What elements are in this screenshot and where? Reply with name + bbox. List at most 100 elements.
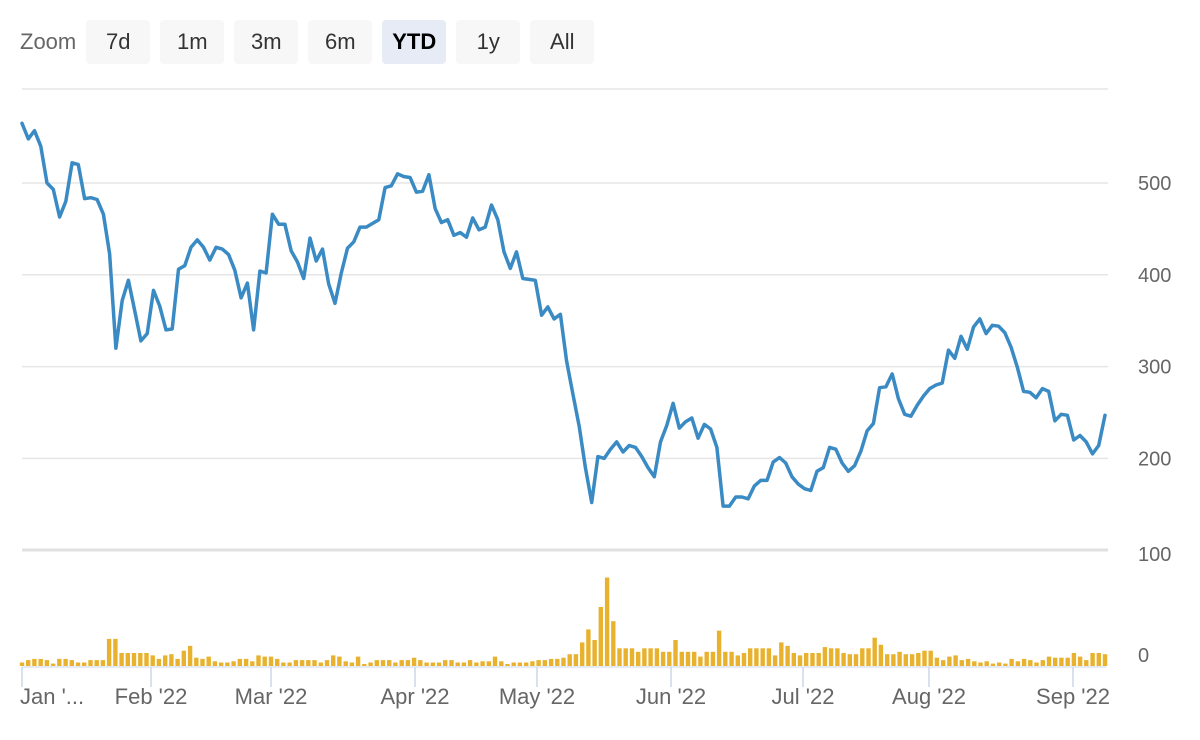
volume-bar[interactable]: [642, 648, 647, 666]
volume-bar[interactable]: [399, 660, 404, 666]
volume-bar[interactable]: [573, 654, 579, 666]
volume-bar[interactable]: [467, 660, 473, 666]
volume-bar[interactable]: [430, 662, 435, 667]
volume-bar[interactable]: [636, 651, 641, 666]
volume-bar[interactable]: [88, 660, 93, 666]
volume-bar[interactable]: [287, 662, 292, 667]
volume-bar[interactable]: [1102, 654, 1108, 666]
volume-bar[interactable]: [922, 650, 927, 666]
volume-bar[interactable]: [1053, 657, 1058, 666]
volume-bar[interactable]: [225, 662, 230, 667]
volume-bar[interactable]: [499, 661, 504, 666]
volume-bar[interactable]: [156, 658, 162, 666]
volume-bar[interactable]: [443, 660, 448, 666]
volume-bar[interactable]: [586, 629, 591, 666]
volume-bar[interactable]: [797, 655, 803, 666]
volume-bar[interactable]: [1046, 656, 1052, 666]
volume-bar[interactable]: [754, 648, 759, 666]
range-button-all[interactable]: All: [530, 20, 595, 64]
volume-bar[interactable]: [138, 653, 143, 666]
volume-bar[interactable]: [355, 656, 361, 666]
volume-bar[interactable]: [324, 660, 330, 666]
volume-bar[interactable]: [119, 653, 124, 666]
volume-bar[interactable]: [474, 662, 479, 667]
volume-bar[interactable]: [144, 653, 149, 666]
volume-bar[interactable]: [1021, 658, 1027, 666]
volume-bar[interactable]: [891, 654, 896, 666]
volume-bar[interactable]: [1028, 660, 1033, 666]
volume-bar[interactable]: [698, 656, 703, 666]
volume-bar[interactable]: [810, 653, 815, 666]
volume-bar[interactable]: [860, 648, 865, 666]
volume-bar[interactable]: [113, 638, 118, 666]
volume-bar[interactable]: [847, 654, 852, 666]
volume-bar[interactable]: [530, 661, 535, 666]
volume-bar[interactable]: [941, 660, 946, 666]
volume-bar[interactable]: [75, 662, 81, 667]
volume-bar[interactable]: [57, 658, 62, 666]
volume-bar-series[interactable]: [19, 577, 1108, 667]
volume-bar[interactable]: [349, 662, 355, 667]
volume-bar[interactable]: [275, 658, 280, 666]
volume-bar[interactable]: [1003, 663, 1008, 666]
volume-bar[interactable]: [517, 662, 523, 667]
volume-bar[interactable]: [648, 648, 653, 666]
volume-bar[interactable]: [853, 654, 859, 666]
volume-bar[interactable]: [629, 648, 635, 666]
volume-bar[interactable]: [82, 662, 87, 667]
volume-bar[interactable]: [212, 661, 218, 666]
volume-bar[interactable]: [393, 662, 398, 667]
volume-bar[interactable]: [194, 657, 199, 666]
volume-bar[interactable]: [38, 658, 43, 666]
volume-bar[interactable]: [548, 658, 554, 666]
volume-bar[interactable]: [187, 645, 193, 666]
range-button-7d[interactable]: 7d: [86, 20, 151, 64]
volume-bar[interactable]: [716, 630, 722, 666]
volume-bar[interactable]: [436, 662, 442, 667]
volume-bar[interactable]: [268, 656, 274, 666]
volume-bar[interactable]: [692, 651, 697, 666]
volume-bar[interactable]: [679, 651, 684, 666]
volume-bar[interactable]: [243, 658, 249, 666]
volume-bar[interactable]: [1040, 660, 1045, 666]
volume-bar[interactable]: [984, 661, 989, 666]
volume-bar[interactable]: [343, 661, 348, 666]
volume-bar[interactable]: [281, 662, 286, 667]
volume-bar[interactable]: [972, 661, 977, 666]
volume-bar[interactable]: [580, 642, 585, 666]
volume-bar[interactable]: [175, 658, 180, 666]
volume-bar[interactable]: [617, 648, 622, 666]
volume-bar[interactable]: [885, 654, 890, 666]
volume-bar[interactable]: [611, 621, 616, 666]
volume-bar[interactable]: [1084, 660, 1089, 666]
volume-bar[interactable]: [822, 647, 828, 666]
volume-bar[interactable]: [480, 661, 485, 666]
volume-bar[interactable]: [953, 655, 958, 666]
volume-bar[interactable]: [19, 662, 25, 667]
volume-bar[interactable]: [990, 663, 996, 666]
volume-bar[interactable]: [1065, 657, 1070, 666]
volume-bar[interactable]: [959, 660, 964, 666]
volume-bar[interactable]: [69, 660, 74, 666]
volume-bar[interactable]: [524, 662, 529, 667]
volume-bar[interactable]: [704, 651, 709, 666]
volume-bar[interactable]: [760, 648, 765, 666]
volume-bar[interactable]: [380, 660, 386, 666]
volume-bar[interactable]: [362, 664, 367, 666]
volume-bar[interactable]: [997, 662, 1002, 667]
volume-bar[interactable]: [866, 648, 871, 666]
volume-bar[interactable]: [791, 653, 796, 666]
volume-bar[interactable]: [766, 648, 772, 666]
volume-bar[interactable]: [685, 651, 691, 666]
volume-bar[interactable]: [262, 656, 267, 666]
volume-bar[interactable]: [100, 660, 106, 666]
volume-bar[interactable]: [318, 662, 323, 667]
volume-bar[interactable]: [411, 657, 417, 666]
volume-bar[interactable]: [542, 660, 547, 666]
volume-bar[interactable]: [667, 651, 672, 666]
volume-bar[interactable]: [654, 648, 660, 666]
volume-bar[interactable]: [455, 662, 460, 667]
volume-bar[interactable]: [741, 653, 747, 666]
volume-bar[interactable]: [293, 660, 299, 666]
